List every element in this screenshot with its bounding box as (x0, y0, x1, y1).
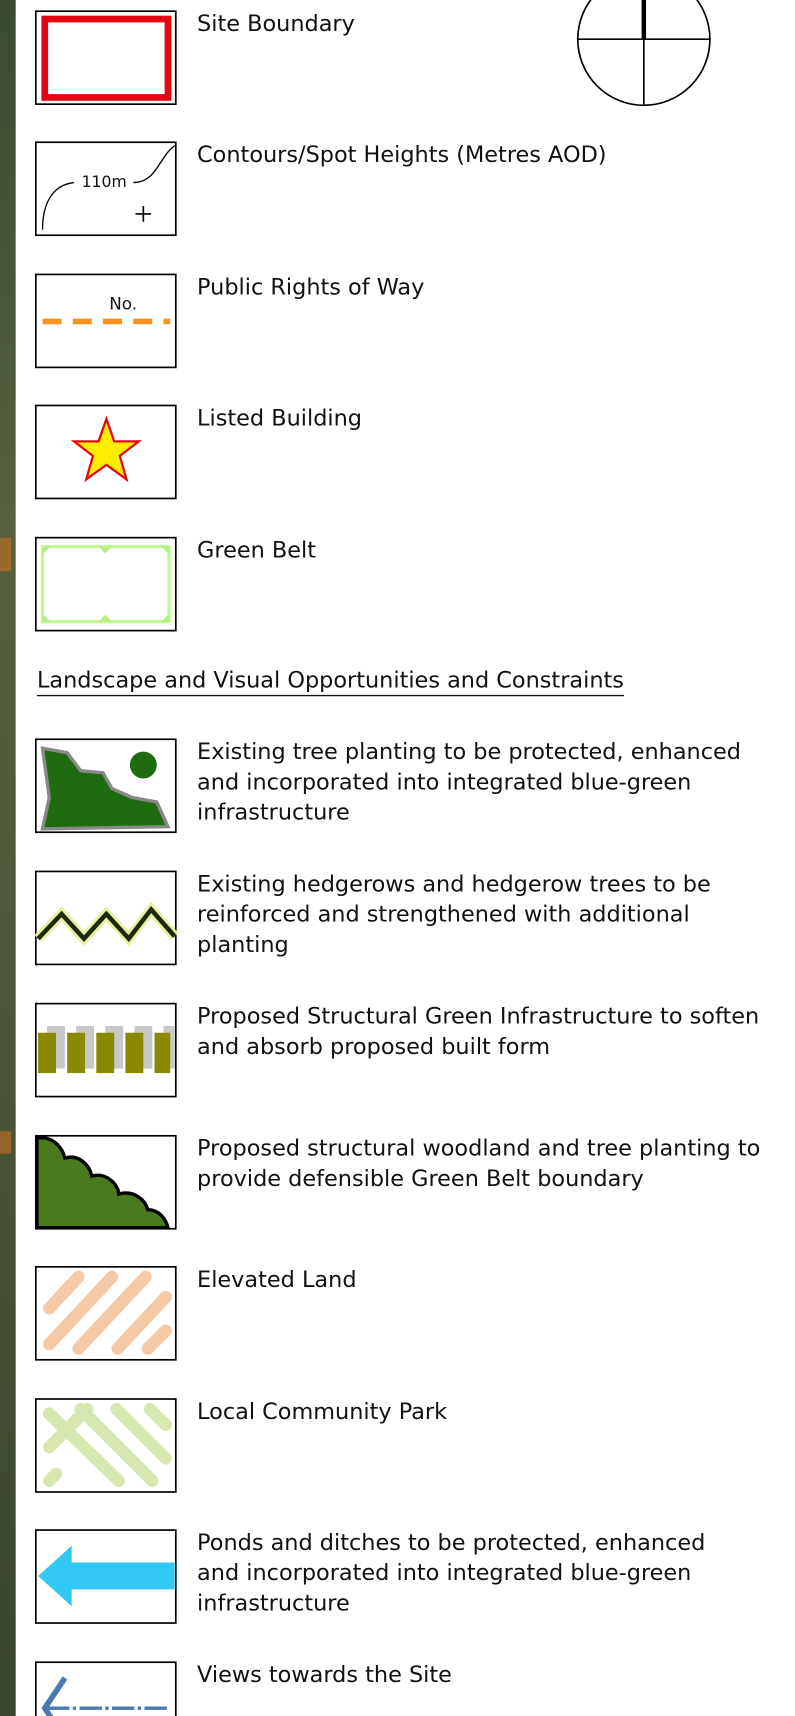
symbol-elevated-land (36, 1267, 176, 1360)
symbol-contours: 110m (36, 142, 176, 235)
legend-label: Contours/Spot Heights (Metres AOD) (197, 142, 606, 168)
legend-label: planting (197, 932, 289, 958)
symbol-community-park (36, 1399, 176, 1492)
symbol-green-belt (36, 538, 176, 631)
legend-label: infrastructure (197, 800, 350, 826)
contour-label: 110m (82, 172, 127, 191)
north-arrow (578, 0, 710, 105)
legend-label: and absorb proposed built form (197, 1034, 550, 1060)
symbol-hedgerows (36, 871, 176, 964)
legend-label: reinforced and strengthened with additio… (197, 902, 690, 928)
symbol-structural-gi (36, 1004, 176, 1097)
prow-label: No. (109, 294, 137, 314)
legend-label: Site Boundary (197, 11, 355, 37)
legend-page: 110m No. (0, 0, 795, 1716)
legend-label: Local Community Park (197, 1399, 447, 1425)
legend-label: and incorporated into integrated blue-gr… (197, 769, 691, 795)
legend-label: Views towards the Site (197, 1662, 452, 1688)
map-edge (0, 0, 16, 1716)
symbol-existing-trees (36, 739, 176, 832)
section-heading: Landscape and Visual Opportunities and C… (37, 668, 624, 694)
map-edge-detail (0, 1131, 11, 1153)
legend-label: Public Rights of Way (197, 274, 424, 300)
symbol-views (36, 1662, 176, 1716)
symbol-rights-of-way: No. (36, 274, 176, 367)
legend-label: Ponds and ditches to be protected, enhan… (197, 1530, 705, 1556)
legend-label: Proposed Structural Green Infrastructure… (197, 1004, 759, 1030)
legend-label: provide defensible Green Belt boundary (197, 1166, 644, 1192)
legend-label: Green Belt (197, 538, 316, 564)
legend-label: Existing tree planting to be protected, … (197, 739, 741, 765)
legend-label: and incorporated into integrated blue-gr… (197, 1560, 691, 1586)
symbol-ponds-ditches (36, 1530, 176, 1623)
map-edge-detail (0, 538, 11, 572)
symbol-site-boundary (36, 11, 176, 104)
symbol-structural-woodland (36, 1136, 176, 1229)
legend-label: Proposed structural woodland and tree pl… (197, 1136, 760, 1162)
legend-label: Listed Building (197, 405, 362, 431)
legend-label: Existing hedgerows and hedgerow trees to… (197, 871, 711, 897)
symbol-listed-building (36, 405, 176, 498)
legend-label: infrastructure (197, 1590, 350, 1616)
legend-label: Elevated Land (197, 1267, 356, 1293)
